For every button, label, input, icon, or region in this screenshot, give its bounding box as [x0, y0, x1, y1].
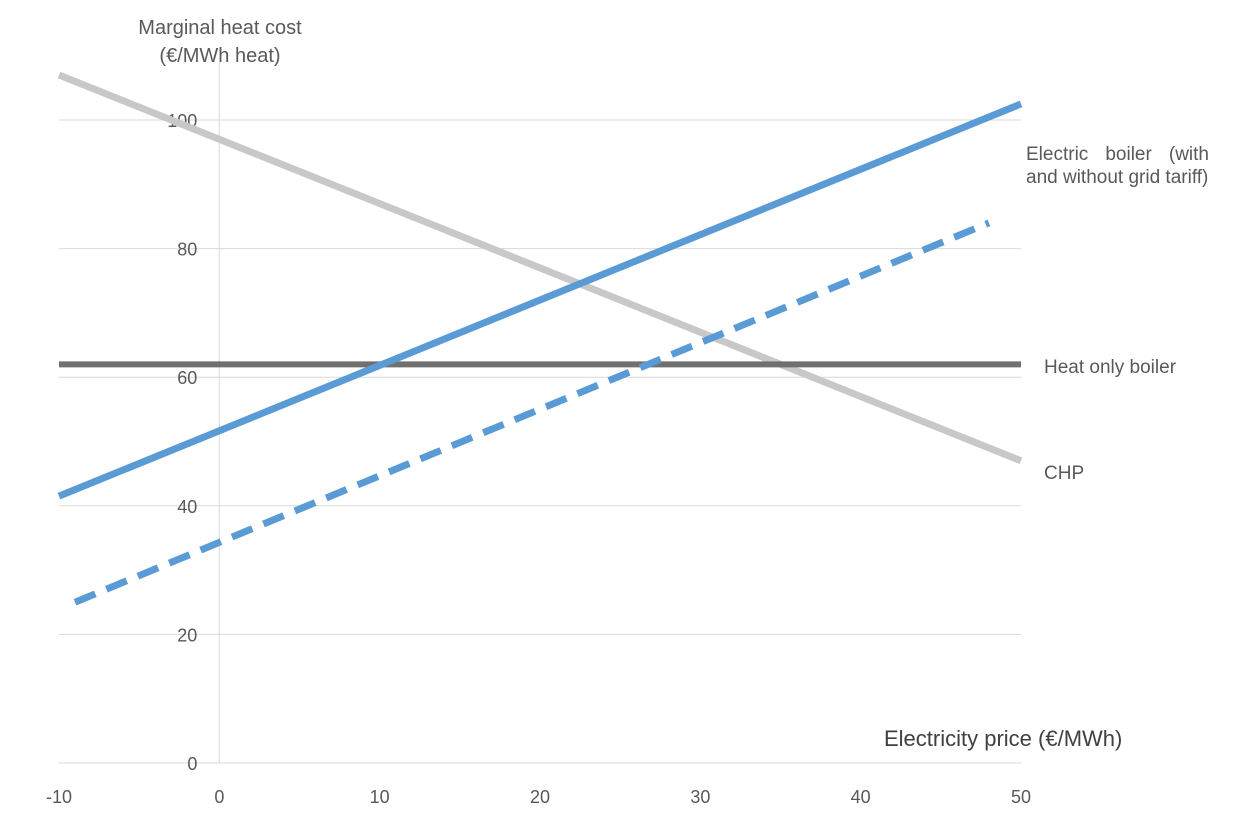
- x-tick-label: 50: [1011, 787, 1031, 807]
- x-tick-label: 10: [370, 787, 390, 807]
- electric-boiler-label: Electric boiler (with and without grid t…: [1026, 144, 1209, 188]
- y-tick-label: 40: [177, 497, 197, 517]
- x-tick-label: 0: [214, 787, 224, 807]
- x-tick-labels: -10 0 10 20 30 40 50: [46, 787, 1031, 807]
- series-line-eb: [57, 100, 1023, 500]
- x-axis-title: Electricity price (€/MWh): [884, 726, 1123, 751]
- series-line-chp: [57, 71, 1023, 465]
- y-axis-title-line-1: Marginal heat cost: [138, 17, 302, 39]
- x-tick-label: 20: [530, 787, 550, 807]
- heat-only-boiler-label: Heat only boiler: [1044, 357, 1177, 378]
- y-tick-label: 20: [177, 625, 197, 645]
- axes: [59, 62, 1021, 764]
- x-tick-label: 40: [851, 787, 871, 807]
- y-tick-label: 0: [187, 754, 197, 774]
- y-axis-title-line-2: (€/MWh heat): [159, 45, 281, 67]
- y-tick-label: 80: [177, 240, 197, 260]
- series-line-eb_nt: [73, 219, 991, 606]
- series-lines: [57, 71, 1023, 606]
- y-axis-title: Marginal heat cost (€/MWh heat): [110, 14, 330, 70]
- x-tick-label: -10: [46, 787, 72, 807]
- y-tick-label: 60: [177, 368, 197, 388]
- x-tick-label: 30: [690, 787, 710, 807]
- y-tick-labels: 020406080100: [167, 111, 197, 774]
- gridlines: [59, 119, 1021, 635]
- chp-label: CHP: [1044, 463, 1085, 484]
